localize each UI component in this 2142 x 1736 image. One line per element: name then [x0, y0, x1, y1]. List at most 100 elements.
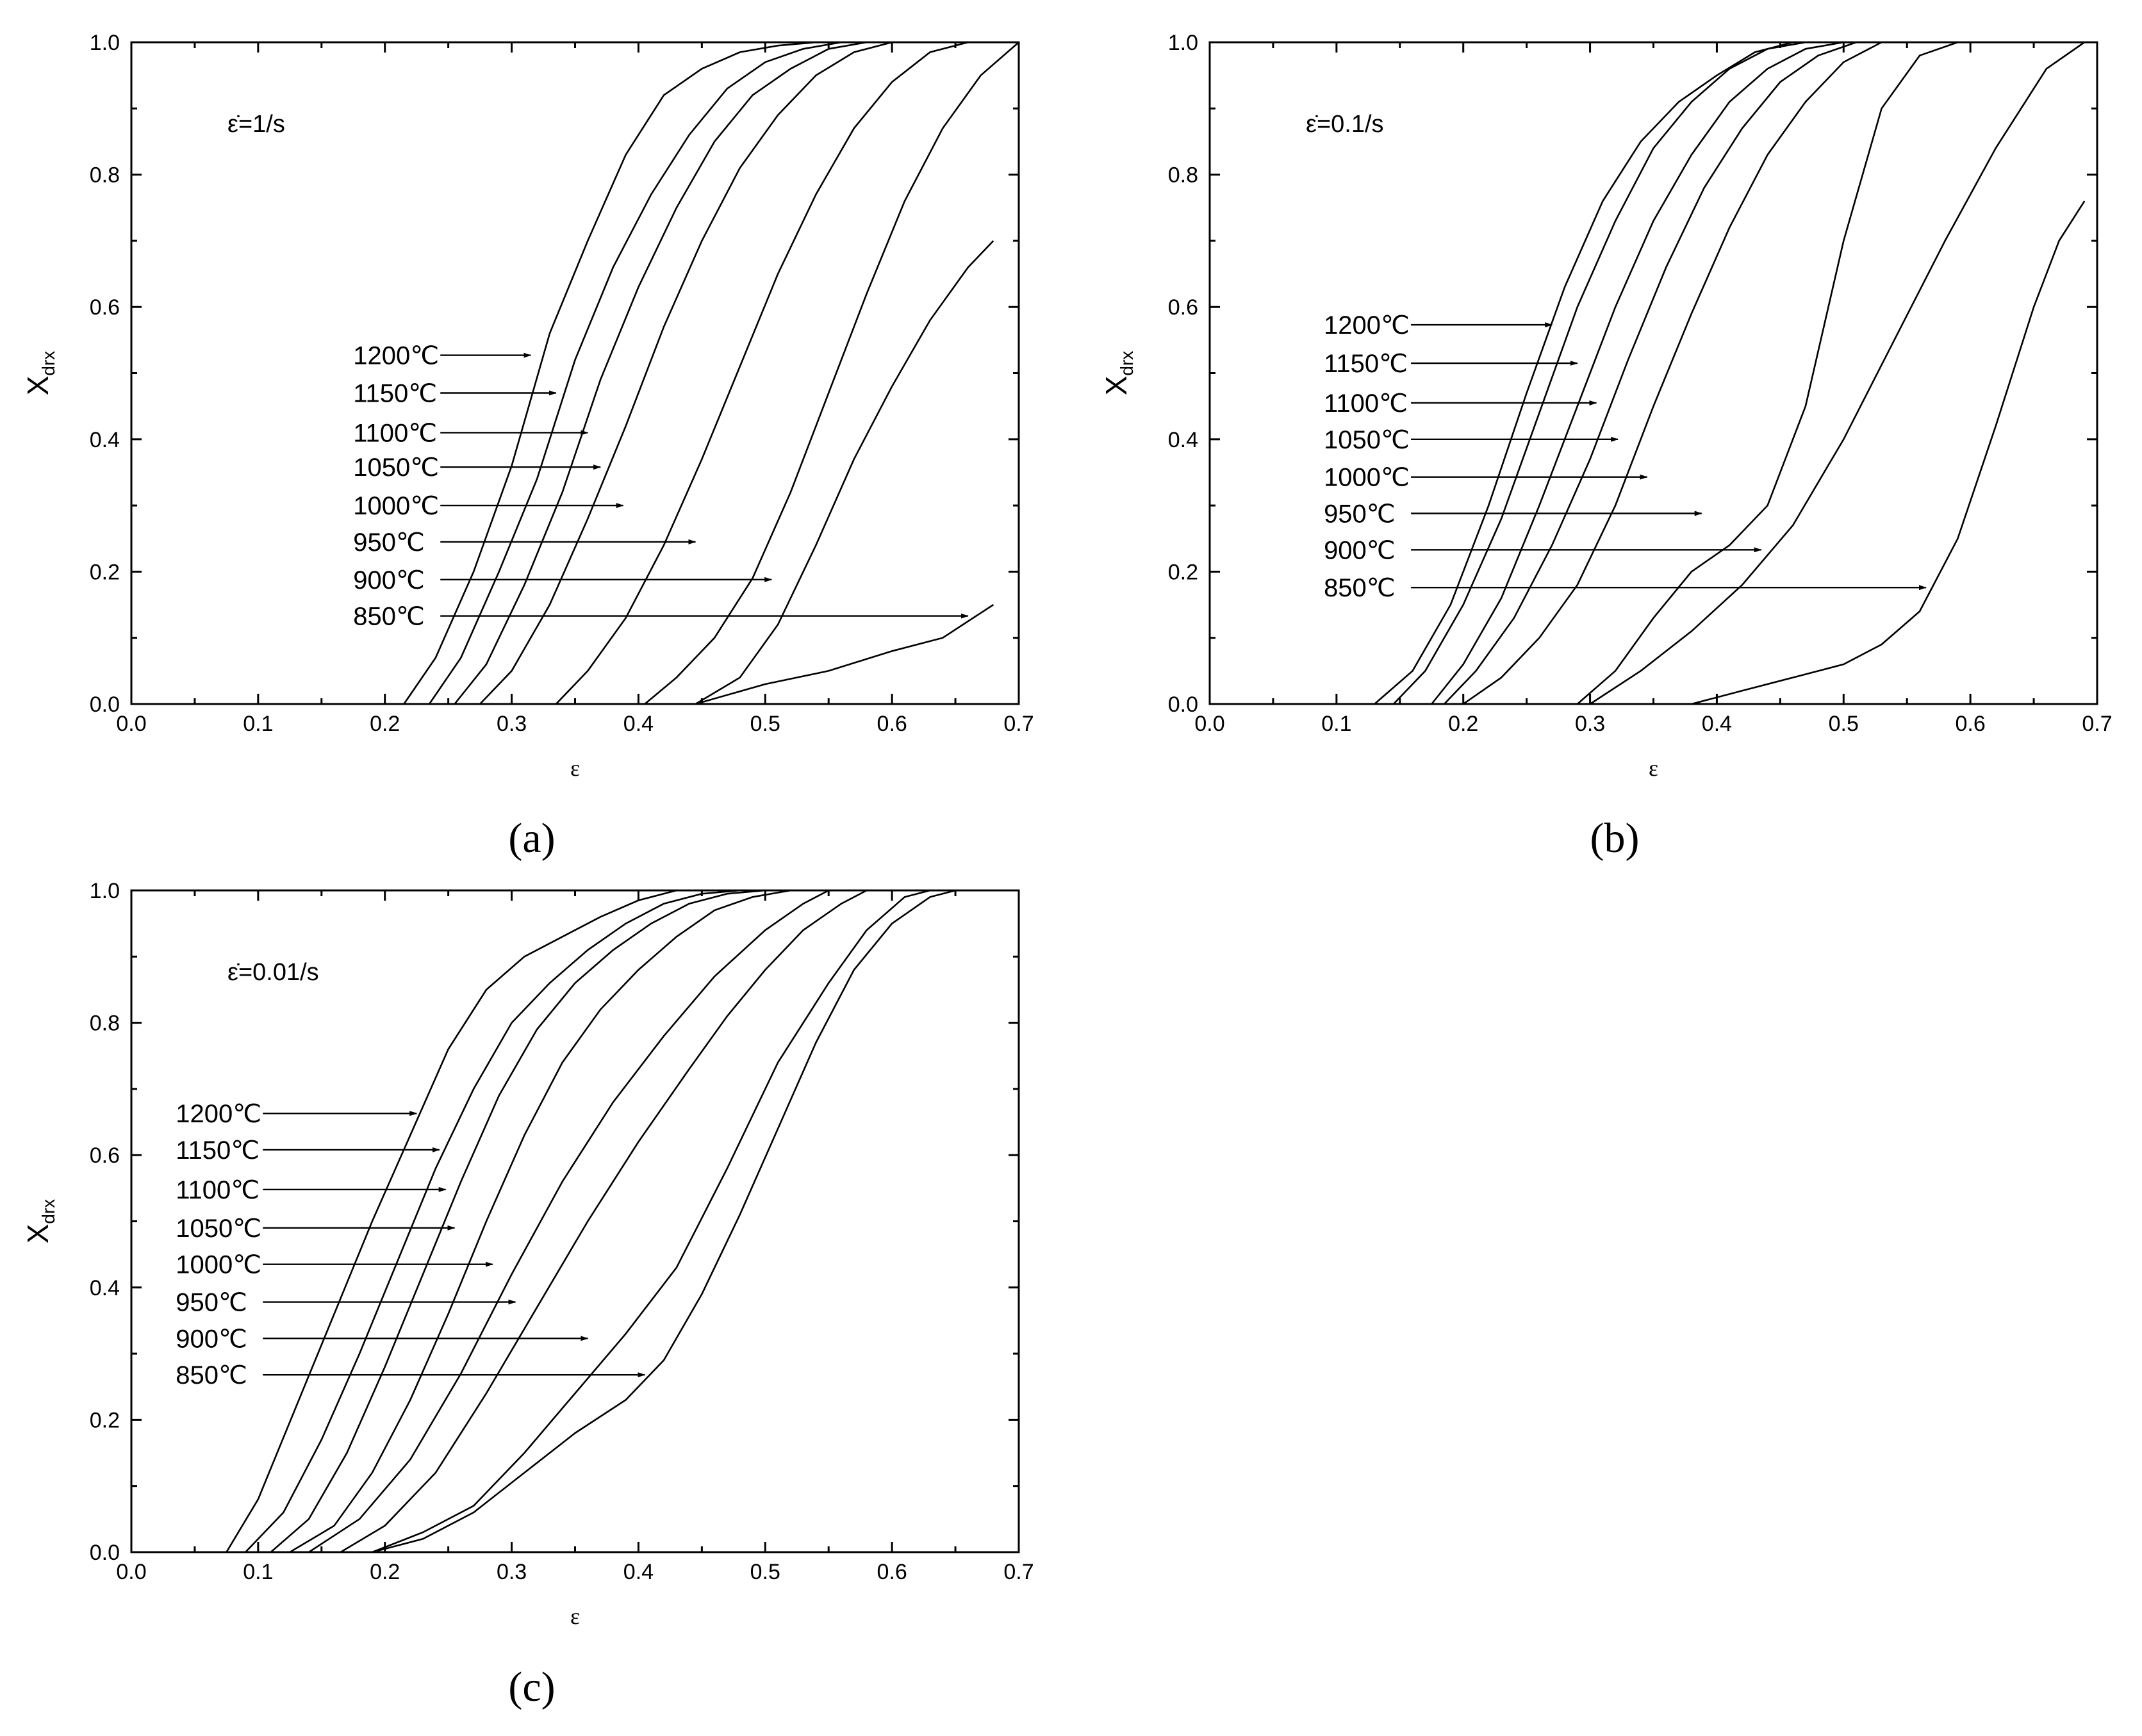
- y-axis-title-main-c: X: [21, 1224, 54, 1244]
- temperature-label-c: 1200℃: [176, 1100, 261, 1128]
- x-tick-label-b: 0.5: [1829, 712, 1859, 736]
- x-tick-label-a: 0.0: [116, 712, 146, 736]
- series-line-b-1000C: [1462, 41, 1882, 705]
- x-tick-label-b: 0.3: [1575, 712, 1605, 736]
- temperature-label-b: 850℃: [1324, 574, 1396, 602]
- series-line-a-950C: [644, 42, 1019, 705]
- strain-rate-label-c: ε̇=0.01/s: [227, 959, 319, 986]
- series-line-c-1050C: [289, 889, 791, 1553]
- panel-label-c: (c): [508, 1664, 555, 1710]
- x-tick-label-c: 0.1: [243, 1560, 273, 1584]
- x-tick-label-c: 0.3: [497, 1560, 527, 1584]
- series-line-a-900C: [695, 240, 994, 705]
- plot-frame-c: [130, 889, 1020, 1553]
- temperature-label-c: 950℃: [176, 1289, 247, 1317]
- temperature-label-a: 1100℃: [353, 419, 437, 447]
- panel-label-a-text: (a): [508, 815, 555, 862]
- y-tick-label-b: 0.0: [1168, 692, 1198, 717]
- chart-panel-b: 0.0 0.1 0.2 0.3 0.4 0.5 0.6 0.7 0.0 0.2 0.4 0.6 0.8 1…: [1100, 31, 2113, 781]
- x-axis-title-a: ε: [570, 755, 580, 781]
- series-line-a-1050C: [479, 41, 893, 705]
- series-line-a-850C: [695, 603, 994, 705]
- plot-frame-a: [130, 41, 1020, 705]
- y-tick-label-c: 0.4: [90, 1276, 120, 1300]
- temperature-label-a: 1200℃: [353, 342, 439, 370]
- y-tick-label-a: 0.2: [90, 560, 120, 584]
- y-axis-title-sub-c: drx: [38, 1199, 58, 1224]
- series-line-c-950C: [340, 889, 868, 1553]
- x-tick-label-a: 0.7: [1003, 712, 1034, 736]
- x-tick-label-a: 0.3: [497, 712, 527, 736]
- y-axis-title-b: Xdrx: [1100, 351, 1137, 396]
- y-tick-label-a: 0.6: [90, 295, 120, 320]
- series-line-c-1200C: [226, 889, 677, 1553]
- series-line-b-1100C: [1431, 41, 1844, 705]
- temperature-label-b: 1050℃: [1324, 426, 1410, 454]
- x-tick-label-b: 0.0: [1194, 712, 1224, 736]
- x-tick-label-c: 0.0: [116, 1560, 146, 1584]
- temperature-label-b: 900℃: [1324, 536, 1396, 564]
- temperature-label-c: 850℃: [176, 1361, 247, 1389]
- series-line-b-1050C: [1444, 41, 1857, 705]
- temperature-label-a: 1050℃: [353, 454, 439, 482]
- series-line-b-1200C: [1374, 41, 1793, 705]
- x-tick-label-c: 0.2: [370, 1560, 400, 1584]
- temperature-label-b: 1150℃: [1324, 350, 1408, 378]
- y-tick-label-a: 0.0: [90, 692, 120, 717]
- panel-label-a: (a): [508, 815, 555, 862]
- x-tick-label-b: 0.1: [1321, 712, 1351, 736]
- temperature-label-c: 1100℃: [176, 1176, 260, 1204]
- strain-rate-label-a: ε̇=1/s: [227, 111, 285, 138]
- x-tick-label-c: 0.6: [877, 1560, 907, 1584]
- temperature-label-b: 1200℃: [1324, 311, 1410, 340]
- series-line-c-1000C: [308, 889, 829, 1553]
- x-tick-label-c: 0.5: [750, 1560, 780, 1584]
- temperature-label-a: 850℃: [353, 603, 425, 631]
- series-line-c-900C: [372, 889, 930, 1553]
- temperature-label-c: 1000℃: [176, 1251, 261, 1279]
- x-tick-label-b: 0.2: [1448, 712, 1478, 736]
- x-tick-label-a: 0.5: [750, 712, 780, 736]
- temperature-label-b: 950℃: [1324, 500, 1396, 528]
- y-tick-label-c: 0.8: [90, 1011, 120, 1036]
- y-tick-label-a: 1.0: [90, 31, 120, 55]
- y-axis-title-sub-a: drx: [38, 351, 58, 376]
- series-line-c-1150C: [245, 889, 740, 1553]
- x-tick-label-a: 0.1: [243, 712, 273, 736]
- x-tick-label-a: 0.4: [623, 712, 654, 736]
- y-tick-label-b: 0.2: [1168, 560, 1198, 584]
- series-line-a-1150C: [428, 41, 842, 705]
- series-line-a-1000C: [555, 41, 969, 705]
- y-tick-label-b: 0.4: [1168, 428, 1198, 452]
- x-axis-title-c: ε: [570, 1603, 580, 1629]
- x-tick-label-c: 0.7: [1003, 1560, 1034, 1584]
- x-tick-label-b: 0.7: [2082, 712, 2112, 736]
- temperature-label-b: 1100℃: [1324, 389, 1408, 418]
- y-axis-title-sub-b: drx: [1117, 351, 1137, 376]
- y-tick-label-c: 0.2: [90, 1408, 120, 1432]
- series-line-a-1200C: [403, 41, 816, 705]
- temperature-label-a: 1150℃: [353, 379, 437, 407]
- y-tick-label-c: 0.0: [90, 1541, 120, 1565]
- temperature-label-a: 900℃: [353, 566, 425, 594]
- series-line-b-950C: [1576, 41, 1958, 705]
- series-line-c-850C: [372, 889, 956, 1553]
- y-tick-label-a: 0.8: [90, 163, 120, 188]
- chart-panel-c: 0.0 0.1 0.2 0.3 0.4 0.5 0.6 0.7 0.0 0.2 0.4 0.6 0.8 1…: [21, 879, 1034, 1629]
- temperature-label-c: 900℃: [176, 1325, 247, 1353]
- y-tick-label-a: 0.4: [90, 428, 120, 452]
- temperature-label-c: 1050℃: [176, 1215, 261, 1243]
- x-tick-label-c: 0.4: [623, 1560, 654, 1584]
- series-line-b-850C: [1691, 201, 2086, 705]
- series-line-c-1100C: [270, 889, 766, 1553]
- y-axis-title-c: Xdrx: [21, 1199, 58, 1244]
- y-tick-label-b: 0.6: [1168, 295, 1198, 320]
- temperature-label-b: 1000℃: [1324, 464, 1410, 492]
- y-axis-title-main-b: X: [1100, 376, 1133, 396]
- x-tick-label-a: 0.2: [370, 712, 400, 736]
- y-tick-label-b: 1.0: [1168, 31, 1198, 55]
- y-axis-title-main-a: X: [21, 376, 54, 396]
- series-line-a-1100C: [454, 41, 867, 705]
- panel-label-b: (b): [1590, 815, 1640, 862]
